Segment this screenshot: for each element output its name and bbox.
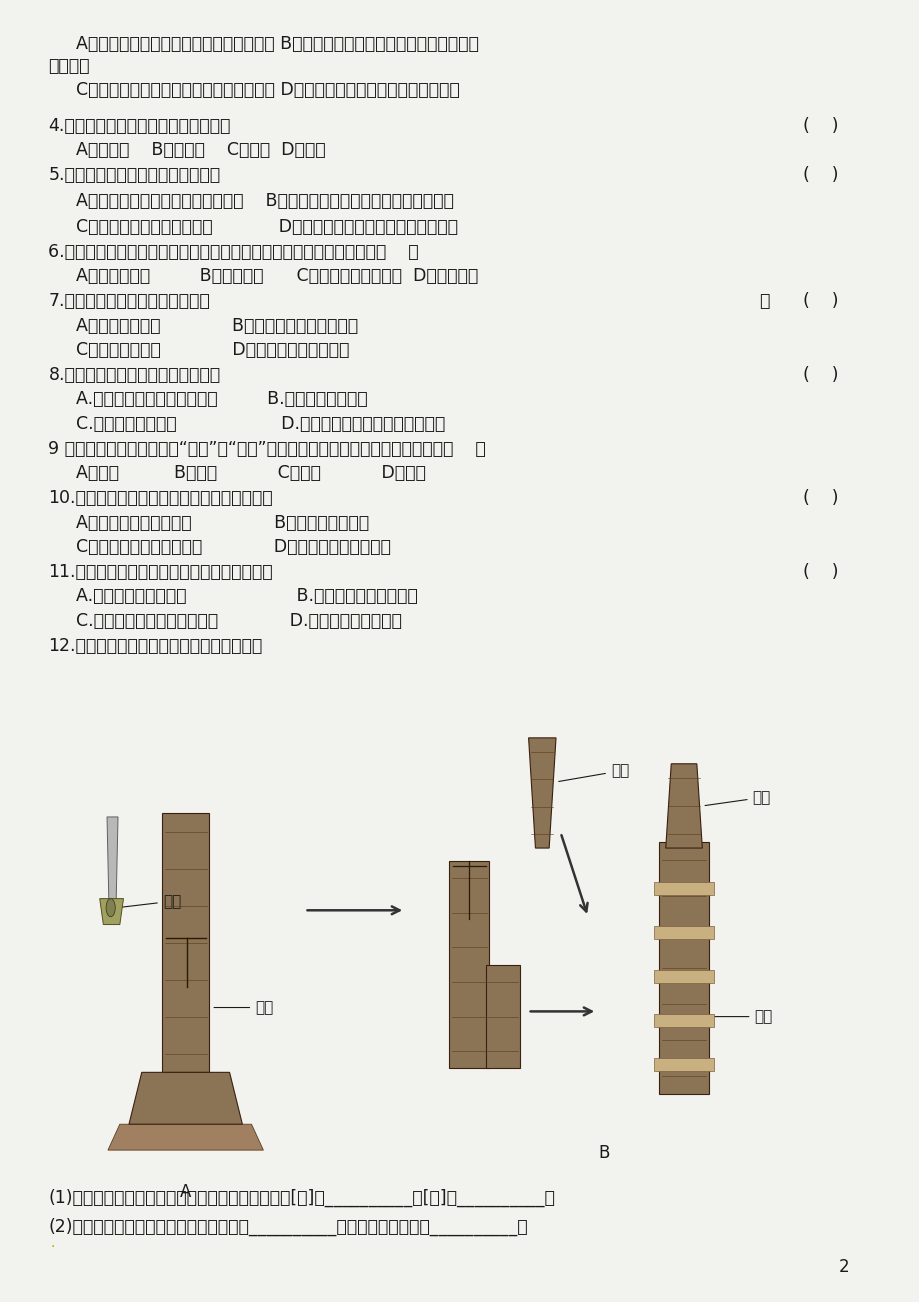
Text: A.方法简单，便于操作                    B.能保持亲本的优良性状: A.方法简单，便于操作 B.能保持亲本的优良性状 [76, 587, 417, 605]
Text: (    ): ( ) [802, 562, 837, 581]
Polygon shape [659, 841, 708, 1095]
Text: A．人工选择培育新品种               B．杂交培育新品种: A．人工选择培育新品种 B．杂交培育新品种 [76, 513, 369, 531]
Polygon shape [108, 1124, 263, 1150]
Text: ，: ， [758, 292, 768, 310]
Text: A.能否由母体直接产生新个体         B.能否进行细胞分裂: A.能否由母体直接产生新个体 B.能否进行细胞分裂 [76, 391, 368, 409]
Text: 8.无性生殖与有性生殖的本质区别是: 8.无性生殖与有性生殖的本质区别是 [49, 366, 221, 384]
Polygon shape [485, 965, 520, 1069]
Polygon shape [653, 970, 713, 983]
Text: C.取材少，繁殖速度大大加快             D.减少植物病毒的侵害: C.取材少，繁殖速度大大加快 D.减少植物病毒的侵害 [76, 612, 402, 630]
Text: C．加速繁殖速度             D．能提高后代的成活率: C．加速繁殖速度 D．能提高后代的成活率 [76, 341, 349, 359]
Text: A．桷插          B．压条           C．嫁接           D．播种: A．桷插 B．压条 C．嫁接 D．播种 [76, 465, 425, 482]
Polygon shape [653, 1059, 713, 1072]
Polygon shape [162, 812, 210, 1073]
Text: 某个组织: 某个组织 [49, 57, 90, 76]
Text: 接稗: 接稗 [558, 763, 629, 781]
Text: 砧木: 砧木 [214, 1000, 273, 1016]
Text: (    ): ( ) [802, 490, 837, 506]
Polygon shape [665, 764, 701, 848]
Text: (    ): ( ) [802, 292, 837, 310]
Text: (2)在嫁接的过程中，接上去的枝或芽叫做__________，被接的植物体叫做__________。: (2)在嫁接的过程中，接上去的枝或芽叫做__________，被接的植物体叫做_… [49, 1217, 528, 1236]
Text: C.能否形成生殖细胞                   D.有无两性生殖细胞的形成与结合: C.能否形成生殖细胞 D.有无两性生殖细胞的形成与结合 [76, 415, 445, 434]
Text: B: B [597, 1143, 609, 1161]
Text: (    ): ( ) [802, 167, 837, 184]
Polygon shape [653, 926, 713, 939]
Text: A．用种子繁殖         B．进行桷插      C．用植物的组织培养  D．进行压条: A．用种子繁殖 B．进行桷插 C．用植物的组织培养 D．进行压条 [76, 267, 478, 285]
Text: (    ): ( ) [802, 117, 837, 135]
Text: 5.草莓适于用压条法来繁殖的原因是: 5.草莓适于用压条法来繁殖的原因是 [49, 167, 221, 184]
Text: 10.下列哪种培育新品种的方法所用的时间最短: 10.下列哪种培育新品种的方法所用的时间最短 [49, 490, 273, 506]
Text: C．草莓的根系具有分赖作用            D．草莓的叶柄能够长出不定根和新芽: C．草莓的根系具有分赖作用 D．草莓的叶柄能够长出不定根和新芽 [76, 217, 458, 236]
Polygon shape [448, 861, 489, 1069]
Polygon shape [99, 898, 123, 924]
Text: 接稗: 接稗 [119, 893, 181, 909]
Ellipse shape [106, 898, 115, 917]
Polygon shape [528, 738, 555, 848]
Text: A．草莓的叶能够长出不定根和新芽    B．草莓的匍匍茎能够长出不定根和新芽: A．草莓的叶能够长出不定根和新芽 B．草莓的匍匍茎能够长出不定根和新芽 [76, 193, 453, 210]
Text: 12.下图是嫁接的示意图，请据图回答问题：: 12.下图是嫁接的示意图，请据图回答问题： [49, 637, 263, 655]
Text: 2: 2 [838, 1258, 848, 1276]
Text: A．组织培养是一种快速繁殖植物的新技术 B．组织培养必须在无菌条件下接种植物的: A．组织培养是一种快速繁殖植物的新技术 B．组织培养必须在无菌条件下接种植物的 [76, 35, 478, 53]
Text: 9 一株苹果树上能同时结出“国光”、“富士”等不同品种的苹果，采用的处理技术是（    ）: 9 一株苹果树上能同时结出“国光”、“富士”等不同品种的苹果，采用的处理技术是（… [49, 440, 486, 458]
Text: 11.下列有关组织培养的叙述中，表达错误的是: 11.下列有关组织培养的叙述中，表达错误的是 [49, 562, 273, 581]
Polygon shape [107, 816, 118, 901]
Text: C．利用这种技术可以保持品种的优良性状 D．组织培养无法阻止植物病毒的危害: C．利用这种技术可以保持品种的优良性状 D．组织培养无法阻止植物病毒的危害 [76, 81, 459, 99]
Polygon shape [129, 1073, 242, 1124]
Text: C．转基因技术培育新品种             D．营养繁殖产生新品种: C．转基因技术培育新品种 D．营养繁殖产生新品种 [76, 538, 391, 556]
Text: 7.下列哪一项不是营养繁殖的优点: 7.下列哪一项不是营养繁殖的优点 [49, 292, 210, 310]
Text: 砧木: 砧木 [712, 1009, 772, 1025]
Text: (    ): ( ) [802, 366, 837, 384]
Text: 接稗: 接稗 [704, 790, 770, 806]
Text: A．夾竹桃    B．康乃馨    C．橘树  D．甘蔗: A．夾竹桃 B．康乃馨 C．橘树 D．甘蔗 [76, 142, 325, 160]
Text: ·: · [51, 1240, 54, 1254]
Text: 6.园艺工人想在短时间内将一种稀有花卉大量繁殖，比较理想的方法是（    ）: 6.园艺工人想在短时间内将一种稀有花卉大量繁殖，比较理想的方法是（ ） [49, 242, 419, 260]
Polygon shape [653, 1014, 713, 1027]
Text: (1)从图中可以看到，嫁接的常用方式主要有两种，[Ａ]是__________，[Ｂ]是__________。: (1)从图中可以看到，嫁接的常用方式主要有两种，[Ａ]是__________，[… [49, 1189, 555, 1207]
Text: A: A [180, 1182, 191, 1200]
Polygon shape [653, 881, 713, 894]
Text: A．繁殖方式简便             B．能保持品种的优良特性: A．繁殖方式简便 B．能保持品种的优良特性 [76, 316, 357, 335]
Text: 4.下列植物中，适于采用压条技术的是: 4.下列植物中，适于采用压条技术的是 [49, 117, 231, 135]
